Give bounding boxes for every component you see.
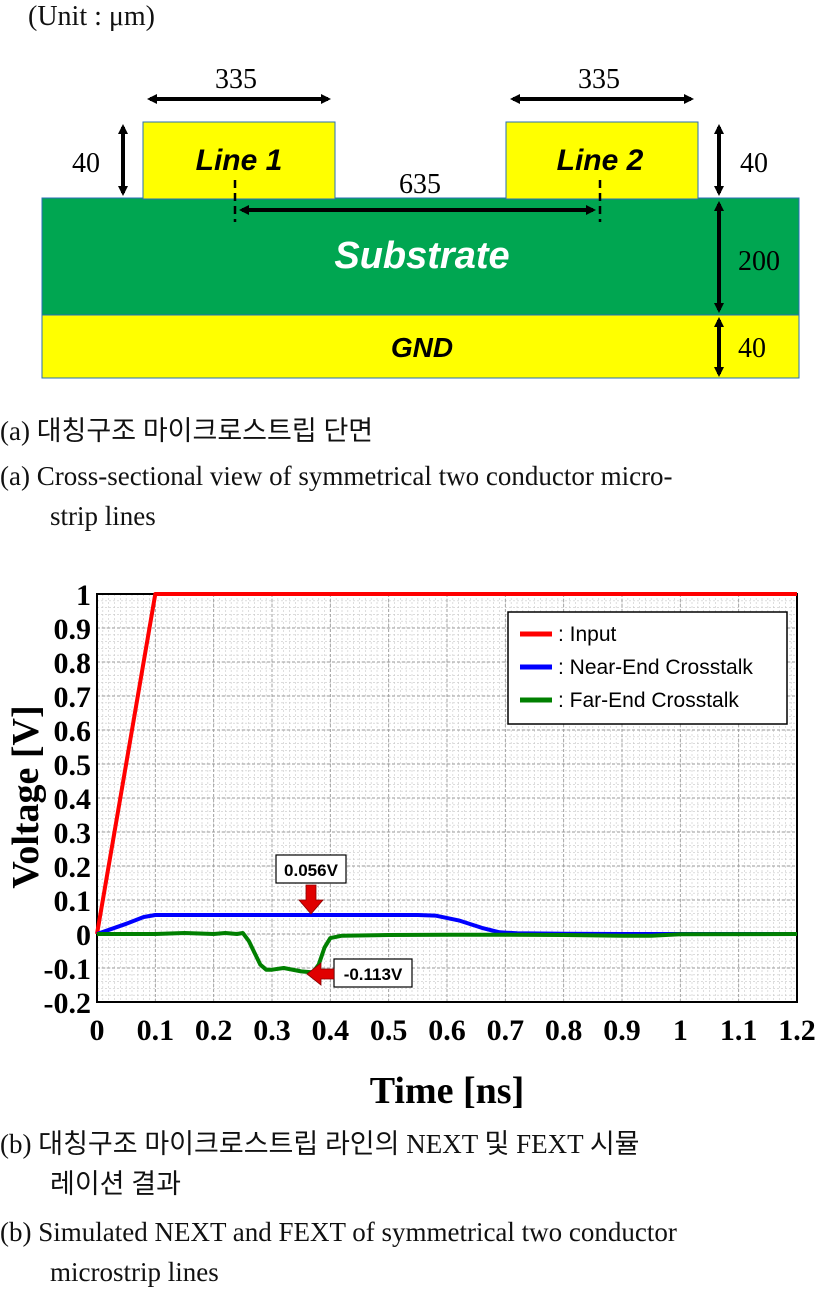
line2-label: Line 2 [557, 144, 644, 177]
dim-label-substrate-height: 200 [738, 246, 780, 277]
dim-label-gnd-height: 40 [738, 333, 766, 364]
legend-label-next: : Near-End Crosstalk [558, 656, 753, 679]
caption-a-english-line2: strip lines [50, 501, 156, 531]
x-tick-label: 0.8 [545, 1014, 583, 1047]
legend: : Input : Near-End Crosstalk : Far-End C… [507, 611, 788, 725]
annotation-fext-box [333, 958, 413, 988]
y-tick-label: 0.1 [54, 885, 92, 918]
caption-a-english-line1: (a) Cross-sectional view of symmetrical … [0, 461, 673, 491]
caption-b-korean-line2: 레이션 결과 [50, 1169, 181, 1199]
y-tick-label: 1 [76, 579, 91, 612]
annotation-fext-arrow [306, 962, 335, 986]
legend-label-fext: : Far-End Crosstalk [558, 689, 739, 712]
caption-b-korean-line1: (b) 대칭구조 마이크로스트립 라인의 NEXT 및 FEXT 시뮬 [0, 1129, 640, 1159]
y-tick-label: 0.3 [54, 817, 92, 850]
dim-label-line1-height: 40 [72, 148, 100, 179]
dim-label-line2-height: 40 [740, 148, 768, 179]
x-tick-label: 1 [673, 1014, 688, 1047]
x-axis-label: Time [ns] [370, 1070, 524, 1112]
dim-label-spacing: 635 [399, 169, 441, 200]
gnd-layer [41, 314, 800, 379]
x-tick-label: 0.4 [312, 1014, 350, 1047]
legend-label-input: : Input [558, 623, 617, 646]
dim-label-line2-width: 335 [578, 64, 620, 95]
substrate-layer [41, 197, 800, 316]
y-tick-label: 0.2 [54, 851, 92, 884]
dim-label-line1-width: 335 [215, 64, 257, 95]
y-tick-label: 0.7 [54, 681, 92, 714]
annotation-next-arrow [298, 884, 324, 915]
x-tick-label: 0.6 [428, 1014, 466, 1047]
y-tick-label: -0.2 [44, 987, 92, 1020]
annotation-next-peak: 0.056V [275, 854, 347, 915]
x-tick-label: 0.1 [137, 1014, 175, 1047]
caption-b-english-line2: microstrip lines [50, 1257, 219, 1287]
y-axis-label: Voltage [V] [5, 705, 47, 888]
annotation-fext-peak: -0.113V [306, 958, 413, 988]
y-tick-label: 0.6 [54, 715, 92, 748]
legend-box [507, 611, 788, 725]
caption-a-korean: (a) 대칭구조 마이크로스트립 단면 [0, 416, 374, 446]
line1-label: Line 1 [196, 144, 283, 177]
x-tick-label: 0.7 [487, 1014, 525, 1047]
y-tick-label: 0.4 [54, 783, 92, 816]
x-tick-label: 0 [90, 1014, 105, 1047]
x-tick-label: 0.2 [195, 1014, 233, 1047]
series-line-input [95, 592, 797, 935]
series-line-fext [97, 931, 798, 975]
y-tick-label: 0 [76, 919, 91, 952]
annotation-next-label: 0.056V [284, 861, 339, 880]
cross-section-diagram: Line 1 Line 2 Substrate GND 335 335 635 … [41, 64, 800, 379]
gnd-label: GND [391, 332, 453, 363]
x-tick-label: 1.2 [778, 1014, 816, 1047]
y-tick-label: -0.1 [44, 953, 92, 986]
line1-conductor [142, 121, 336, 200]
annotation-next-box [275, 854, 347, 884]
y-tick-label: 0.8 [54, 647, 92, 680]
y-tick-label: 0.9 [54, 613, 92, 646]
unit-label: (Unit : μm) [28, 1, 155, 32]
x-tick-label: 1.1 [720, 1014, 758, 1047]
y-tick-label: 0.5 [54, 749, 92, 782]
x-tick-label: 0.3 [253, 1014, 291, 1047]
x-tick-label: 0.5 [370, 1014, 408, 1047]
annotation-fext-label: -0.113V [344, 965, 403, 984]
line2-conductor [505, 121, 699, 200]
caption-b-english-line1: (b) Simulated NEXT and FEXT of symmetric… [0, 1217, 677, 1247]
substrate-label: Substrate [334, 235, 509, 277]
x-tick-label: 0.9 [603, 1014, 641, 1047]
